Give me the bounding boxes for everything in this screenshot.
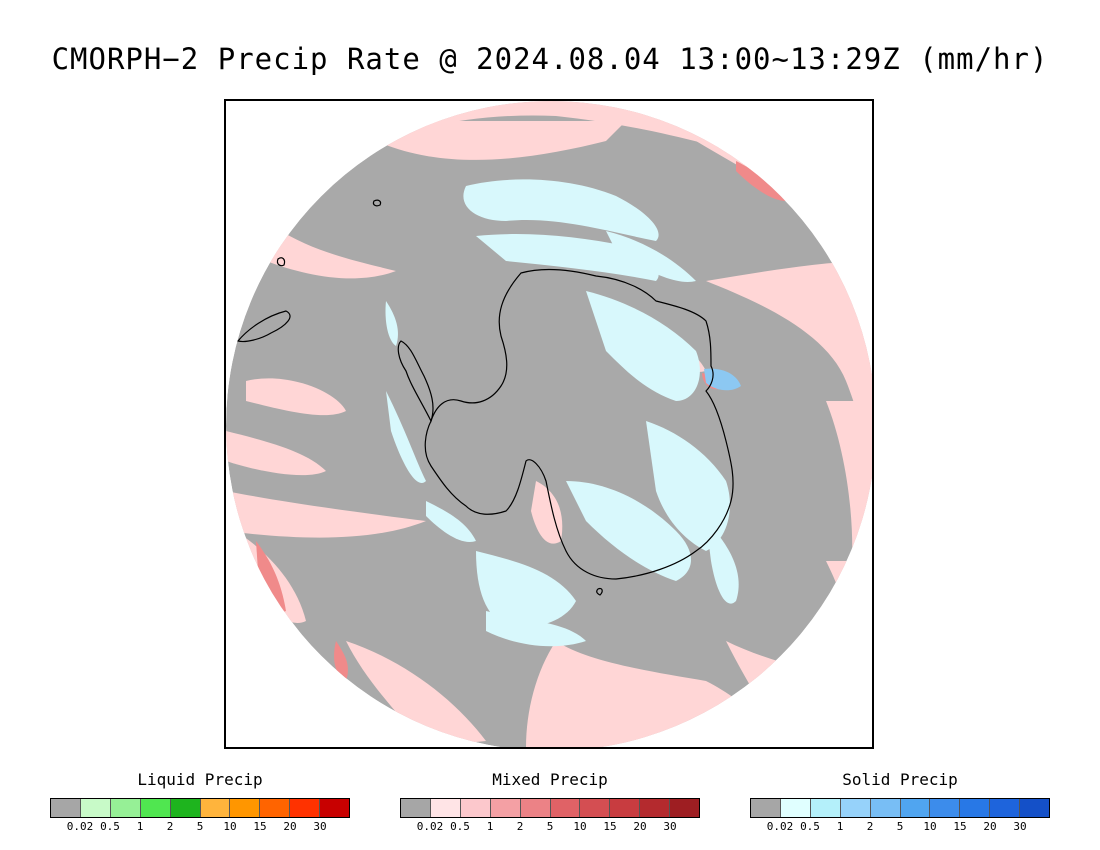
legend-swatch-mixed-0 [401, 799, 431, 817]
legend-tick-label: 2 [866, 820, 874, 833]
legend-tick-label: 0.5 [100, 820, 120, 833]
legend-tick-label: 15 [953, 820, 967, 833]
legend-tick-label: 0.5 [450, 820, 470, 833]
legend-tick-label: 20 [633, 820, 647, 833]
legend-tick-label: 0.02 [766, 820, 794, 833]
legend-tick-label: 30 [663, 820, 677, 833]
legend-tick-label: 10 [573, 820, 587, 833]
page-title: CMORPH−2 Precip Rate @ 2024.08.04 13:00~… [51, 42, 1049, 76]
legend-ticks-mixed: 0.02 0.5 1 2 5 10 15 20 30 [400, 820, 700, 836]
legend-swatch-liquid-9 [320, 799, 350, 817]
legend-swatch-liquid-4 [170, 799, 201, 817]
legend-swatch-mixed-4 [520, 799, 551, 817]
legend-swatch-mixed-1 [430, 799, 461, 817]
legend-tick-label: 20 [983, 820, 997, 833]
legend-swatch-mixed-9 [670, 799, 700, 817]
islands [276, 199, 603, 596]
legend-swatch-solid-8 [990, 799, 1021, 817]
legend-swatch-solid-4 [870, 799, 901, 817]
legend-tick-label: 20 [283, 820, 297, 833]
legend-tick-label: 15 [603, 820, 617, 833]
legend-tick-label: 30 [313, 820, 327, 833]
legend-swatch-solid-9 [1020, 799, 1050, 817]
legend-tick-label: 1 [486, 820, 494, 833]
legend-liquid: Liquid Precip 0.02 0.5 1 2 5 10 15 20 30 [50, 770, 350, 836]
legend-ticks-solid: 0.02 0.5 1 2 5 10 15 20 30 [750, 820, 1050, 836]
legend-title-solid: Solid Precip [842, 770, 958, 789]
antarctica-coastline [424, 268, 734, 580]
legend-tick-label: 2 [166, 820, 174, 833]
legend-swatch-liquid-1 [80, 799, 111, 817]
legend-tick-label: 10 [923, 820, 937, 833]
legend-swatch-solid-0 [751, 799, 781, 817]
legend-swatch-liquid-6 [230, 799, 261, 817]
legend-swatch-liquid-7 [260, 799, 291, 817]
legend-tick-label: 5 [196, 820, 204, 833]
legend-swatch-mixed-2 [460, 799, 491, 817]
legend-tick-label: 0.02 [416, 820, 444, 833]
legend-swatch-mixed-8 [640, 799, 671, 817]
legend-tick-label: 0.02 [66, 820, 94, 833]
legend-swatch-liquid-3 [140, 799, 171, 817]
legend-title-liquid: Liquid Precip [137, 770, 263, 789]
legend-swatch-mixed-5 [550, 799, 581, 817]
legend-solid: Solid Precip 0.02 0.5 1 2 5 10 15 20 30 [750, 770, 1050, 836]
legend-swatch-liquid-5 [200, 799, 231, 817]
map-canvas [226, 101, 872, 747]
ocean-disk [226, 101, 872, 747]
legend-tick-label: 0.5 [800, 820, 820, 833]
solid-precip-regions [385, 179, 739, 647]
antarctic-peninsula-coastline [397, 340, 434, 423]
legend-swatch-solid-2 [810, 799, 841, 817]
legend-swatch-solid-5 [900, 799, 931, 817]
legend-swatch-liquid-2 [110, 799, 141, 817]
legend-swatch-liquid-8 [290, 799, 321, 817]
legend-bar-mixed [400, 798, 700, 818]
precip-map [224, 99, 874, 749]
legend-swatch-solid-7 [960, 799, 991, 817]
legend-tick-label: 5 [546, 820, 554, 833]
legend-tick-label: 5 [896, 820, 904, 833]
legend-swatch-solid-6 [930, 799, 961, 817]
legend-swatch-mixed-6 [580, 799, 611, 817]
legend-tick-label: 10 [223, 820, 237, 833]
legend-tick-label: 30 [1013, 820, 1027, 833]
legend-swatch-mixed-7 [610, 799, 641, 817]
legend-bar-liquid [50, 798, 350, 818]
legend-bar-solid [750, 798, 1050, 818]
legend-tick-label: 2 [516, 820, 524, 833]
legend-ticks-liquid: 0.02 0.5 1 2 5 10 15 20 30 [50, 820, 350, 836]
legend-tick-label: 1 [836, 820, 844, 833]
legend-swatch-liquid-0 [51, 799, 81, 817]
south-america-coastline [236, 310, 291, 343]
legend-tick-label: 15 [253, 820, 267, 833]
legend-title-mixed: Mixed Precip [492, 770, 608, 789]
legend-swatch-mixed-3 [490, 799, 521, 817]
legend-tick-label: 1 [136, 820, 144, 833]
legend-mixed: Mixed Precip 0.02 0.5 1 2 5 10 15 20 30 [400, 770, 700, 836]
legend-swatch-solid-1 [780, 799, 811, 817]
legend-swatch-solid-3 [840, 799, 871, 817]
